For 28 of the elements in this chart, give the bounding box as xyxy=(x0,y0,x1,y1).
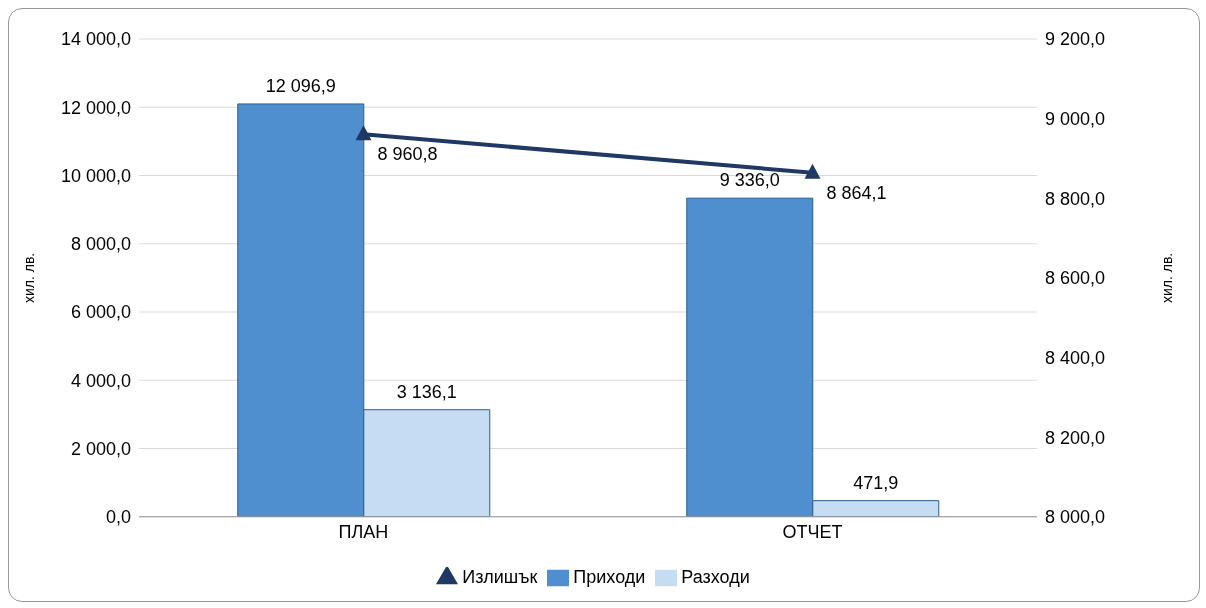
y-axis-title: хил. лв. xyxy=(20,252,37,304)
y2-tick-label: 9 000,0 xyxy=(1045,109,1106,130)
y2-axis-title: хил. лв. xyxy=(1158,252,1175,304)
legend-label: Излишък xyxy=(462,566,538,587)
y-tick-label: 2 000,0 xyxy=(70,438,131,459)
y-tick-label: 6 000,0 xyxy=(70,302,131,323)
y2-tick-label: 9 200,0 xyxy=(1045,29,1106,50)
y-tick-label: 8 000,0 xyxy=(70,234,131,255)
legend-label: Приходи xyxy=(573,566,646,587)
x-tick-label: ПЛАН xyxy=(338,521,389,542)
y-tick-label: 10 000,0 xyxy=(60,165,131,186)
y-tick-label: 0,0 xyxy=(105,507,131,528)
data-label: 8 864,1 xyxy=(826,182,887,203)
data-label: 8 960,8 xyxy=(377,144,438,165)
data-label: 471,9 xyxy=(853,472,899,493)
data-label: 12 096,9 xyxy=(265,75,336,96)
y2-tick-label: 8 400,0 xyxy=(1045,347,1106,368)
y2-tick-label: 8 200,0 xyxy=(1045,427,1106,448)
data-label: 9 336,0 xyxy=(719,170,780,191)
y-tick-label: 4 000,0 xyxy=(70,370,131,391)
x-tick-label: ОТЧЕТ xyxy=(782,521,843,542)
y-tick-label: 14 000,0 xyxy=(60,29,131,50)
y-tick-label: 12 000,0 xyxy=(60,97,131,118)
legend-label: Разходи xyxy=(681,566,750,587)
data-label: 3 136,1 xyxy=(396,381,457,402)
y2-tick-label: 8 800,0 xyxy=(1045,188,1106,209)
y2-tick-label: 8 000,0 xyxy=(1045,507,1106,528)
y2-tick-label: 8 600,0 xyxy=(1045,268,1106,289)
